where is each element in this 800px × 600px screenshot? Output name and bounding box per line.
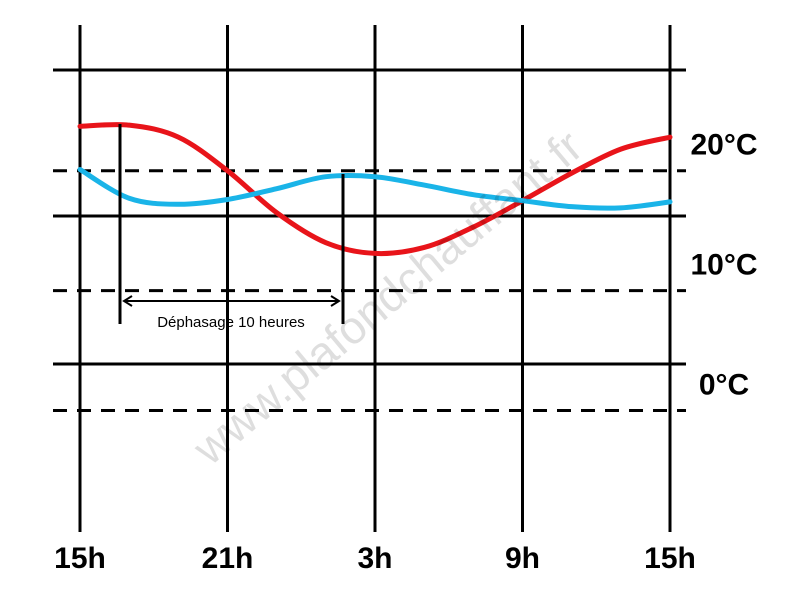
series-line: [77, 167, 673, 211]
frame-lines: [53, 68, 686, 366]
y-tick-label: 10°C: [690, 249, 757, 282]
x-tick-label: 3h: [357, 542, 392, 575]
annotation: Déphasage 10 heures: [157, 314, 305, 331]
x-tick-label: 21h: [202, 542, 254, 575]
arrow-head: [330, 295, 341, 307]
y-tick-label: 20°C: [690, 129, 757, 162]
series-line: [77, 122, 673, 257]
y-tick-label: 0°C: [699, 368, 749, 401]
phase-markers: [118, 124, 345, 324]
phase-arrow: [122, 295, 341, 307]
x-tick-label: 15h: [644, 542, 696, 575]
grid: [53, 25, 686, 532]
watermark: www.plafondchauffant.fr: [182, 120, 592, 476]
x-tick-label: 9h: [505, 542, 540, 575]
x-tick-label: 15h: [54, 542, 106, 575]
arrow-head: [122, 295, 133, 307]
lines: [77, 122, 673, 257]
